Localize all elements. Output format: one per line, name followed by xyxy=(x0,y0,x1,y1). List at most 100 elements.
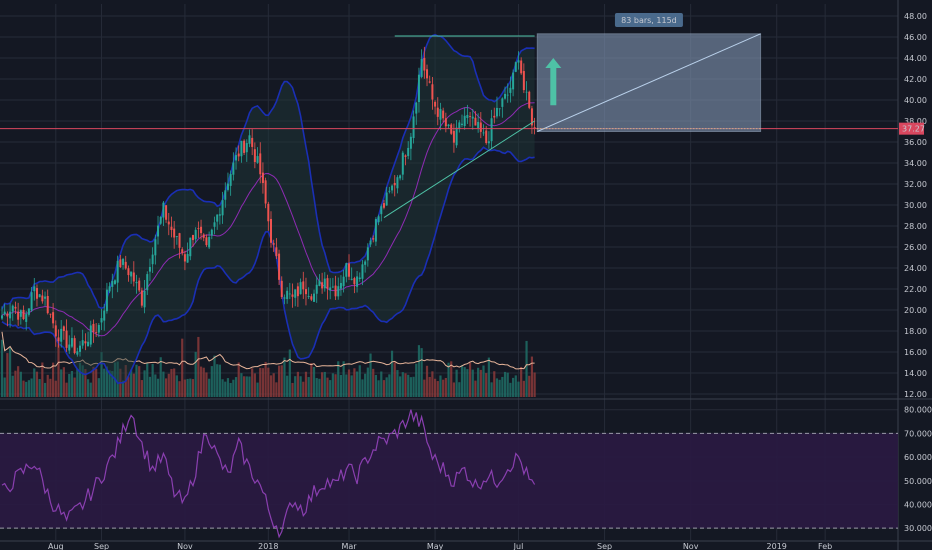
volume-bar xyxy=(374,374,378,397)
volume-bar xyxy=(291,382,294,397)
time-tick-label: Sep xyxy=(597,542,612,550)
volume-bar xyxy=(251,368,254,397)
candle-body xyxy=(221,200,224,216)
candle-body xyxy=(46,295,49,314)
volume-bar xyxy=(232,379,235,397)
candle-body xyxy=(237,153,240,157)
candle-body xyxy=(27,308,30,315)
volume-bar xyxy=(27,380,30,397)
candle-body xyxy=(189,237,192,257)
annotations[interactable]: 83 bars, 115d xyxy=(0,13,898,219)
axes: 12.00 14.00 16.00 18.00 20.00 22.00 24.00 26.00… xyxy=(48,12,932,550)
price-tick-label: 22.00 xyxy=(904,285,927,294)
volume-bar xyxy=(269,375,273,397)
candle-body xyxy=(512,72,515,90)
volume-bar xyxy=(178,381,181,397)
volume-bar xyxy=(460,365,464,397)
price-tick-label: 44.00 xyxy=(904,54,927,63)
candle-body xyxy=(366,247,369,261)
volume-bar xyxy=(52,362,55,397)
volume-bar xyxy=(307,377,310,397)
candle-body xyxy=(520,60,523,74)
volume-bar xyxy=(304,371,308,397)
candle-body xyxy=(318,280,321,286)
volume-bar xyxy=(35,371,39,397)
candle-body xyxy=(44,296,47,299)
volume-bar xyxy=(466,369,469,397)
volume-bar xyxy=(286,375,289,397)
candle-body xyxy=(6,313,9,317)
candle-body xyxy=(391,185,394,191)
volume-bar xyxy=(404,373,407,397)
volume-bar xyxy=(482,365,485,397)
candle-body xyxy=(522,71,525,91)
price-tick-label: 30.00 xyxy=(904,201,927,210)
candle-body xyxy=(280,280,283,297)
volume-bar xyxy=(197,336,200,397)
candle-body xyxy=(270,218,272,243)
candle-body xyxy=(304,289,307,295)
candle-body xyxy=(97,324,100,333)
volume-bar xyxy=(167,373,170,397)
candle-body xyxy=(57,337,60,342)
candle-body xyxy=(143,291,146,308)
volume-bar xyxy=(302,381,305,397)
candle-body xyxy=(14,306,17,309)
candle-body xyxy=(288,293,291,295)
volume-bar xyxy=(191,379,195,397)
volume-bar xyxy=(84,368,87,397)
candle-body xyxy=(321,282,324,289)
candle-body xyxy=(409,136,412,149)
candle-body xyxy=(200,226,203,234)
volume-bar xyxy=(463,367,466,397)
candle-body xyxy=(474,117,477,126)
candle-body xyxy=(84,341,87,344)
candle-body xyxy=(170,226,173,231)
volume-bar xyxy=(329,380,332,397)
candle-body xyxy=(140,290,143,306)
volume-bar xyxy=(452,382,456,397)
volume-bar xyxy=(277,365,281,397)
volume-bar xyxy=(409,377,412,397)
volume-bar xyxy=(436,381,439,397)
candle-body xyxy=(501,98,504,107)
volume-bar xyxy=(60,369,63,397)
candle-body xyxy=(49,313,52,315)
volume-bar xyxy=(294,376,297,397)
volume-bar xyxy=(493,371,496,397)
volume-bar xyxy=(388,374,391,397)
volume-bar xyxy=(54,380,57,397)
volume-bar xyxy=(390,350,394,397)
candle-body xyxy=(116,260,119,283)
candle-body xyxy=(495,107,498,117)
candle-body xyxy=(181,249,184,254)
volume-bar xyxy=(216,364,219,397)
candle-body xyxy=(369,240,372,245)
volume-bar xyxy=(447,362,450,397)
candle-body xyxy=(466,114,469,119)
volume-bar xyxy=(100,352,103,397)
volume-bar xyxy=(503,371,507,397)
volume-bar xyxy=(442,379,445,397)
volume-bar xyxy=(164,378,168,397)
volume-bar xyxy=(8,347,12,397)
volume-bar xyxy=(135,364,138,397)
volume-bar xyxy=(372,368,375,397)
volume-bar xyxy=(81,365,84,397)
candle-body xyxy=(374,219,377,242)
price-tick-label: 18.00 xyxy=(904,327,927,336)
candle-body xyxy=(477,121,480,129)
volume-bar xyxy=(261,368,265,397)
volume-bar xyxy=(175,375,178,397)
volume-bar xyxy=(11,375,14,397)
candle-body xyxy=(361,264,364,279)
volume-bar xyxy=(455,369,458,397)
candle-body xyxy=(3,311,6,315)
volume-bar xyxy=(425,365,429,397)
volume-bar xyxy=(323,371,326,397)
candle-body xyxy=(334,285,337,297)
candle-body xyxy=(148,267,151,272)
candle-body xyxy=(216,214,219,222)
volume-bar xyxy=(423,379,426,397)
